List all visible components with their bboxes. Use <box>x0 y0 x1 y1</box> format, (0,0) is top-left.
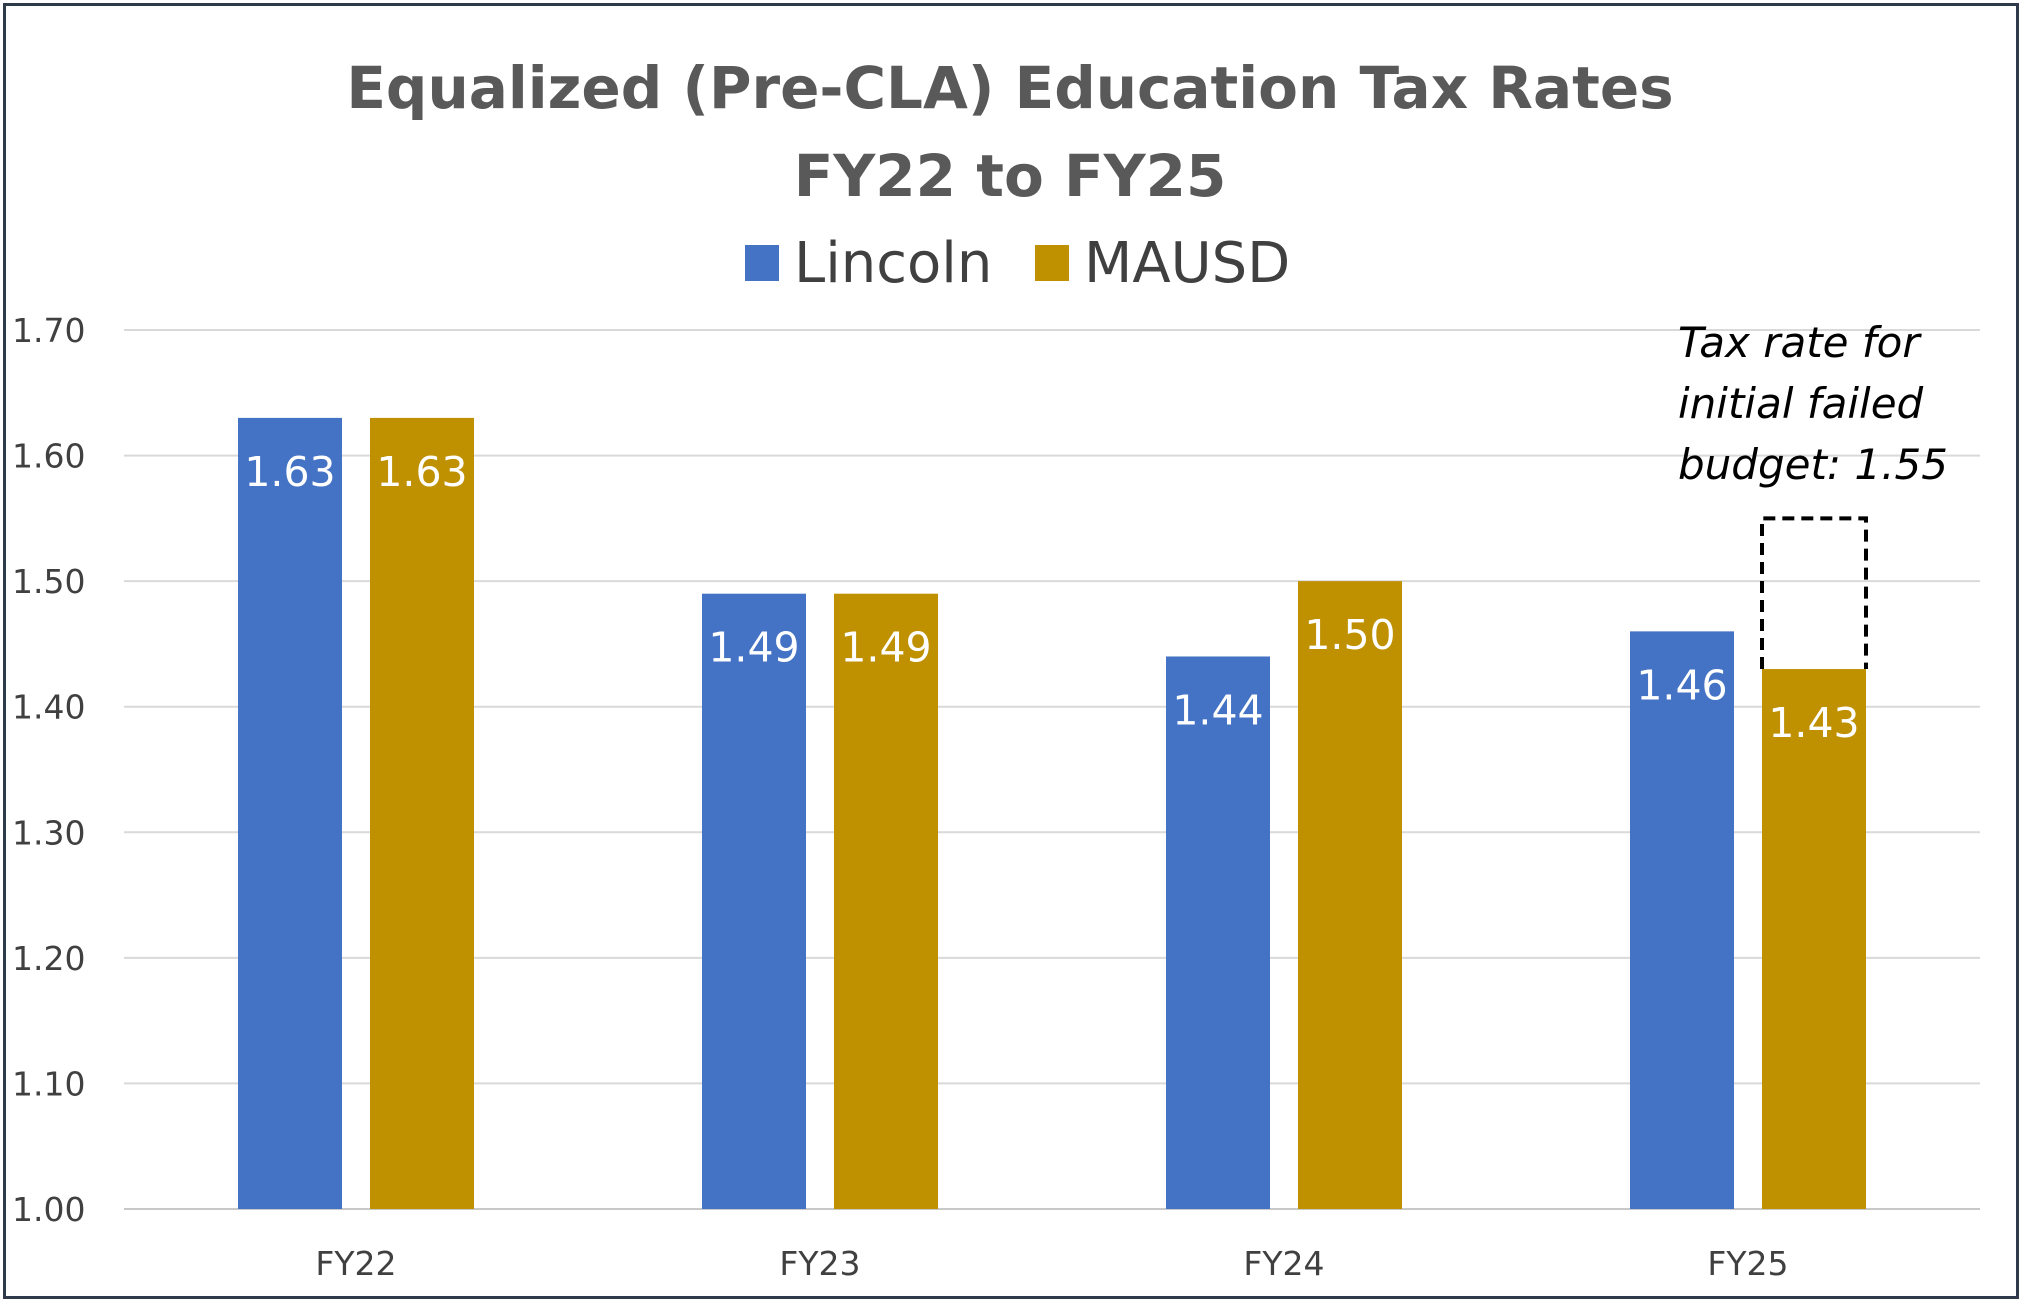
chart-title-line-1: Equalized (Pre-CLA) Education Tax Rates <box>346 54 1673 122</box>
bar-value-label: 1.46 <box>1636 661 1727 709</box>
bar-value-label: 1.49 <box>708 624 799 672</box>
bar-lincoln-fy24 <box>1166 656 1270 1209</box>
y-tick-label: 1.00 <box>12 1190 85 1229</box>
x-category-label: FY22 <box>315 1244 396 1283</box>
bar-mausd-fy23 <box>834 593 938 1209</box>
bar-lincoln-fy22 <box>238 417 342 1209</box>
annotation: Tax rate for initial failed budget: 1.55 <box>1678 318 1948 670</box>
y-tick-label: 1.60 <box>12 437 85 476</box>
y-tick-label: 1.70 <box>12 311 85 350</box>
y-tick-label: 1.50 <box>12 562 85 601</box>
failed-budget-outline <box>1760 516 1868 670</box>
annotation-text-line: initial failed <box>1678 379 1924 428</box>
bar-mausd-fy24 <box>1298 581 1402 1209</box>
y-tick-label: 1.20 <box>12 939 85 978</box>
bar-mausd-fy22 <box>370 417 474 1209</box>
x-axis-categories: FY22 FY23 FY24 FY25 <box>315 1244 1788 1283</box>
chart-title: Equalized (Pre-CLA) Education Tax Rates … <box>346 54 1673 210</box>
annotation-text-line: Tax rate for <box>1678 318 1922 367</box>
annotation-text-line: budget: 1.55 <box>1678 440 1948 489</box>
chart-legend: Lincoln MAUSD <box>745 231 1290 296</box>
y-axis-ticks: 1.00 1.10 1.20 1.30 1.40 1.50 1.60 1.70 <box>12 311 85 1229</box>
y-tick-label: 1.30 <box>12 813 85 852</box>
chart-title-line-2: FY22 to FY25 <box>794 142 1227 210</box>
legend-label-mausd: MAUSD <box>1084 231 1290 296</box>
bar-lincoln-fy23 <box>702 593 806 1209</box>
bar-value-label: 1.49 <box>840 624 931 672</box>
x-category-label: FY24 <box>1243 1244 1324 1283</box>
legend-label-lincoln: Lincoln <box>794 231 992 296</box>
bar-mausd-fy25 <box>1762 669 1866 1209</box>
bar-value-label: 1.63 <box>376 448 467 496</box>
legend-swatch-mausd <box>1035 245 1069 281</box>
bar-value-label: 1.63 <box>244 448 335 496</box>
bars <box>238 417 1866 1209</box>
bar-value-label: 1.50 <box>1304 611 1395 659</box>
y-tick-label: 1.40 <box>12 688 85 727</box>
legend-swatch-lincoln <box>745 245 779 281</box>
bar-value-label: 1.44 <box>1172 686 1263 734</box>
x-category-label: FY23 <box>779 1244 860 1283</box>
bar-value-label: 1.43 <box>1768 699 1859 747</box>
x-category-label: FY25 <box>1707 1244 1788 1283</box>
bar-lincoln-fy25 <box>1630 631 1734 1209</box>
y-tick-label: 1.10 <box>12 1064 85 1103</box>
bar-data-labels: 1.63 1.63 1.49 1.49 1.44 1.50 1.46 1.43 <box>244 448 1859 747</box>
